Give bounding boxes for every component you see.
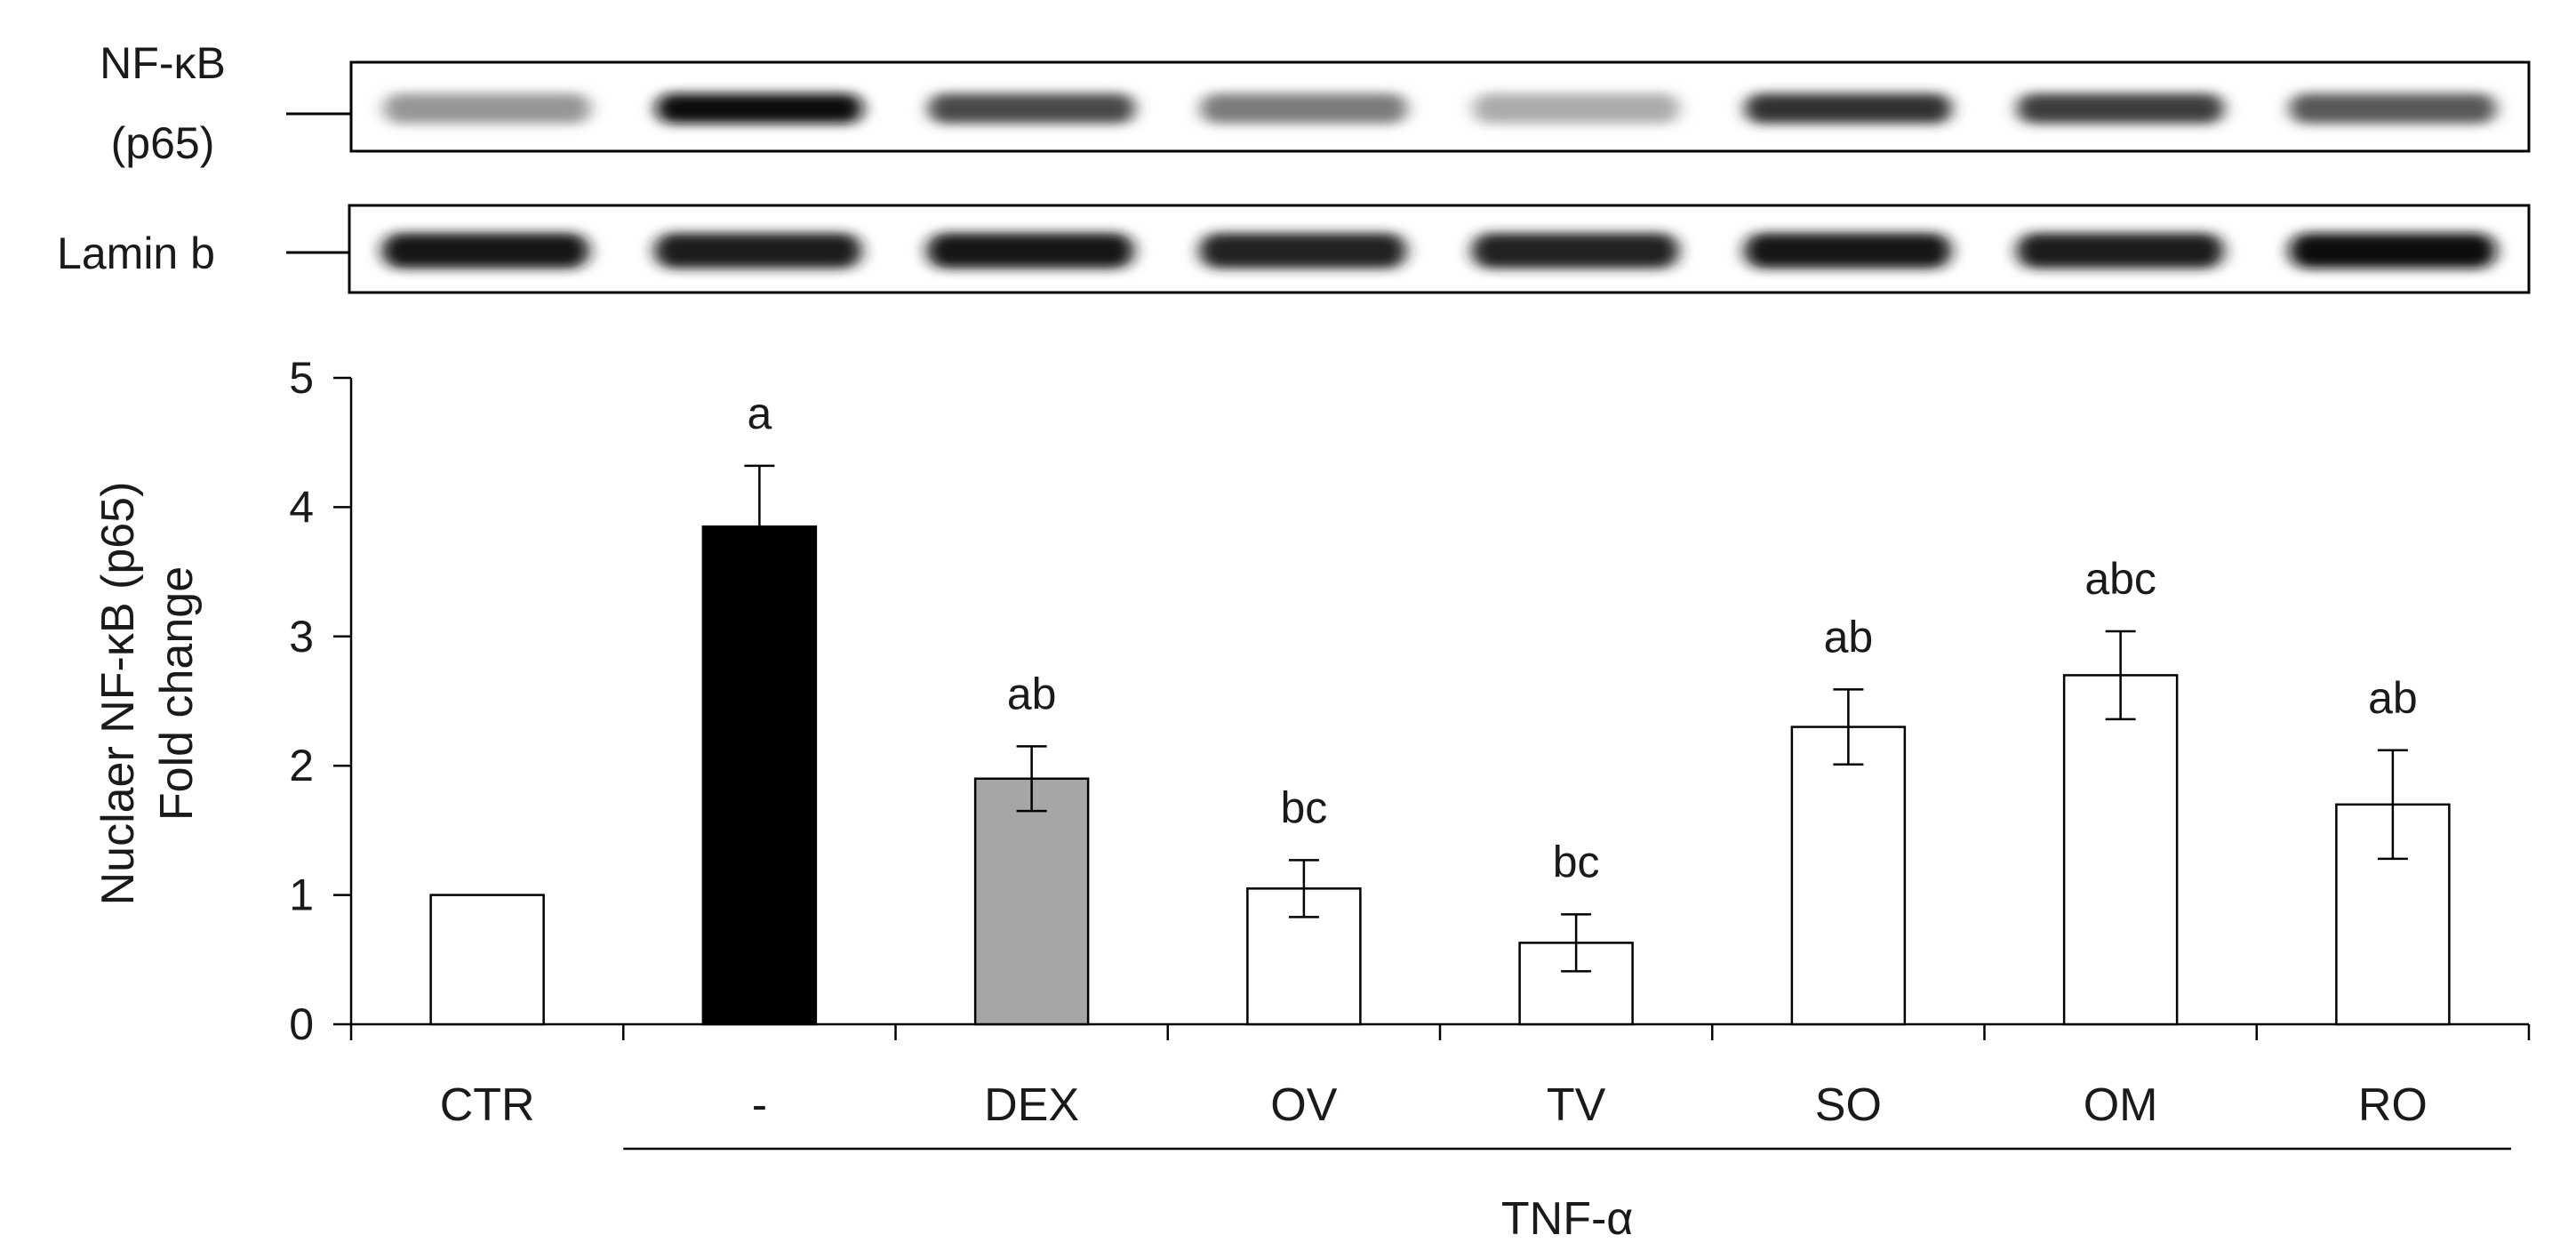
significance-label: abc — [2084, 554, 2156, 604]
blot-band — [1471, 233, 1679, 269]
significance-label: a — [747, 389, 772, 438]
y-tick-label: 1 — [289, 870, 314, 920]
blot-label-nfkb-line2: (p65) — [111, 118, 215, 168]
x-tick-label: TV — [1547, 1079, 1606, 1131]
blot-band — [1200, 93, 1408, 124]
blot-band — [2289, 233, 2497, 269]
x-tick-label: OM — [2084, 1079, 2158, 1131]
blot-label-nfkb-line1: NF-κB — [100, 38, 226, 88]
blot-band — [1472, 93, 1680, 124]
blot-band — [1199, 233, 1407, 269]
blot-band — [656, 93, 863, 124]
bar-chart: Nuclaer NF-κB (p65) Fold change 0 1 2 3 4 5 a… — [92, 353, 2531, 1245]
blot-band — [1744, 233, 1952, 269]
significance-label: ab — [2368, 673, 2418, 723]
y-axis-title-line2: Fold change — [151, 566, 203, 821]
significance-label: bc — [1280, 782, 1327, 832]
x-tick-label: DEX — [984, 1079, 1079, 1131]
western-blot: NF-κB (p65) Lamin b — [57, 38, 2531, 294]
blot-band — [383, 93, 591, 124]
bar-2 — [973, 777, 1090, 1026]
x-tick-label: SO — [1815, 1079, 1882, 1131]
significance-label: ab — [1824, 612, 1874, 662]
bar-6 — [2062, 674, 2179, 1026]
bar-5 — [1790, 726, 1907, 1026]
significance-label: bc — [1553, 837, 1600, 886]
blot-bands-nfkb — [383, 93, 2497, 124]
x-tick-label: OV — [1270, 1079, 1337, 1131]
x-tick-label: CTR — [440, 1079, 535, 1131]
blot-label-lamin: Lamin b — [57, 229, 215, 278]
blot-band — [2017, 93, 2224, 124]
blot-band — [928, 93, 1135, 124]
y-axis-title: Nuclaer NF-κB (p65) Fold change — [92, 482, 203, 906]
group-label: TNF-α — [1501, 1193, 1633, 1245]
x-tick-label: RO — [2358, 1079, 2428, 1131]
blot-band — [2016, 233, 2224, 269]
y-tick-label: 0 — [289, 999, 314, 1049]
y-axis: 0 1 2 3 4 5 — [289, 353, 353, 1049]
blot-row-lamin: Lamin b — [57, 204, 2531, 294]
x-tick-labels: CTR - DEX OV TV SO OM RO — [440, 1079, 2428, 1131]
bar-1 — [701, 525, 818, 1026]
y-tick-label: 5 — [289, 353, 314, 403]
blot-band — [2289, 93, 2497, 124]
blot-row-nfkb: NF-κB (p65) — [100, 38, 2531, 168]
blot-band — [1745, 93, 1952, 124]
bars: a ab bc bc ab abc ab — [429, 389, 2451, 1026]
y-tick-label: 3 — [289, 612, 314, 662]
x-axis — [349, 1022, 2531, 1040]
y-axis-title-line1: Nuclaer NF-κB (p65) — [92, 482, 144, 906]
significance-label: ab — [1007, 669, 1057, 718]
blot-bands-lamin — [381, 233, 2497, 269]
bar-0 — [429, 894, 545, 1026]
blot-band — [654, 233, 862, 269]
x-tick-label: - — [752, 1079, 767, 1131]
y-tick-label: 2 — [289, 741, 314, 790]
blot-band — [381, 233, 589, 269]
group-bracket: TNF-α — [623, 1147, 2511, 1245]
blot-band — [926, 233, 1134, 269]
y-tick-label: 4 — [289, 482, 314, 532]
